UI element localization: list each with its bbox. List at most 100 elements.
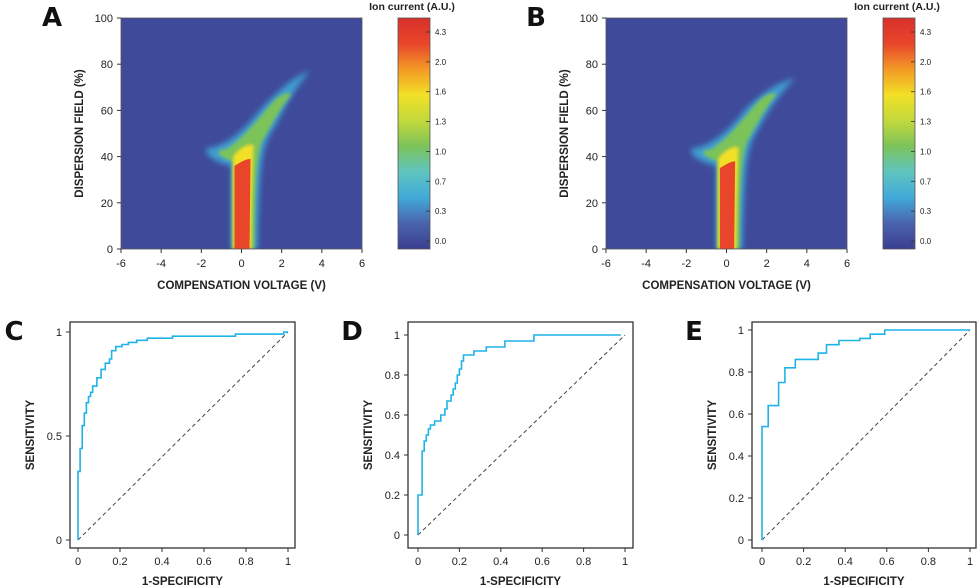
x-tick-label: 0.2 (112, 556, 127, 568)
plot-frame (751, 321, 977, 549)
chance-diagonal (761, 329, 971, 541)
x-tick-label: 0.2 (796, 556, 811, 568)
colorbar (882, 17, 916, 250)
y-tick-label: 0 (107, 244, 113, 256)
colorbar-tick-label: 0.0 (920, 237, 932, 246)
y-tick-label: 1 (394, 330, 400, 342)
x-tick-label: -2 (681, 258, 691, 270)
colorbar-tick-label: 4.3 (435, 28, 447, 37)
panel-letter: D (341, 317, 363, 347)
x-tick-label: 0.6 (535, 556, 550, 568)
roc-curve (761, 329, 970, 540)
y-tick-label: 60 (101, 105, 113, 117)
x-tick-label: 6 (844, 258, 850, 270)
x-tick-label: 2 (279, 258, 285, 270)
x-axis-label: 1-SPECIFICITY (142, 576, 223, 587)
panel-letter: A (42, 3, 62, 33)
panel-letter: E (685, 317, 703, 347)
x-axis-label: COMPENSATION VOLTAGE (V) (157, 280, 326, 292)
colorbar-tick-label: 1.0 (920, 147, 932, 156)
colorbar-tick-label: 4.3 (920, 28, 932, 37)
y-axis-label: SENSITIVITY (363, 400, 375, 471)
colorbar-tick-label: 1.0 (435, 147, 447, 156)
colorbar-tick-label: 0.7 (920, 177, 932, 186)
heatmap-signal (691, 78, 795, 249)
plume-halo (691, 78, 795, 249)
colorbar-tick-label: 1.3 (435, 118, 447, 127)
roc-panel-d: D 0 0.2 0.4 0.6 0.8 1 0 0.2 0.4 0.6 0.8 1 1-SPECIFICI… (341, 317, 634, 587)
x-tick-label: -6 (116, 258, 126, 270)
colorbar-title: Ion current (A.U.) (369, 1, 455, 13)
y-tick-label: 0.2 (729, 493, 744, 505)
roc-curve (77, 331, 288, 540)
x-tick-label: 6 (359, 258, 365, 270)
y-tick-label: 0 (394, 530, 400, 542)
x-tick-label: 0 (75, 556, 81, 568)
colorbar-tick-label: 0.3 (435, 207, 447, 216)
x-tick-label: 0.4 (154, 556, 169, 568)
y-tick-label: 0.8 (385, 370, 400, 382)
colorbar-tick-label: 0.3 (920, 207, 932, 216)
colorbar-tick-label: 2.0 (435, 58, 447, 67)
y-tick-label: 40 (586, 152, 598, 164)
x-tick-label: 0.4 (838, 556, 853, 568)
colorbar-tick-label: 0.0 (435, 237, 447, 246)
colorbar-tick-label: 1.3 (920, 118, 932, 127)
y-tick-label: 20 (101, 198, 113, 210)
x-tick-label: 2 (764, 258, 770, 270)
y-tick-label: 80 (101, 59, 113, 71)
y-tick-label: 0 (592, 244, 598, 256)
core-red (234, 158, 251, 249)
y-tick-label: 0.5 (47, 431, 62, 443)
x-tick-label: 0 (723, 258, 729, 270)
y-tick-label: 0.6 (385, 410, 400, 422)
roc-panel-e: E 0 0.2 0.4 0.6 0.8 1 0 0.2 0.4 0.6 0.8 1 1-SPECIFICI… (685, 317, 977, 587)
x-tick-label: -6 (601, 258, 611, 270)
y-tick-label: 100 (580, 13, 598, 25)
panel-letter: C (4, 317, 23, 347)
heatmap-signal (206, 71, 310, 249)
y-axis-label: SENSITIVITY (25, 400, 37, 471)
y-tick-label: 1 (738, 325, 744, 337)
y-tick-label: 1 (56, 327, 62, 339)
x-tick-label: 1 (285, 556, 291, 568)
colorbar-title: Ion current (A.U.) (854, 1, 940, 13)
x-tick-label: 0.8 (576, 556, 591, 568)
x-tick-label: 0.8 (921, 556, 936, 568)
x-axis-label: COMPENSATION VOLTAGE (V) (642, 280, 811, 292)
x-tick-label: -4 (156, 258, 166, 270)
roc-panel-c: C 0 0.2 0.4 0.6 0.8 1 0 0.5 1 1-SPECIFICITY SENSITI… (4, 317, 296, 587)
x-tick-label: 4 (804, 258, 810, 270)
x-axis-label: 1-SPECIFICITY (480, 576, 561, 587)
y-axis-label: DISPERSION FIELD (%) (74, 69, 86, 198)
x-tick-label: 0.6 (196, 556, 211, 568)
x-tick-label: 0.6 (879, 556, 894, 568)
chance-diagonal (417, 334, 626, 536)
x-tick-label: 1 (967, 556, 973, 568)
roc-curve (417, 334, 621, 535)
y-tick-label: 0 (738, 535, 744, 547)
y-tick-label: 60 (586, 105, 598, 117)
chance-diagonal (77, 331, 289, 541)
colorbar-tick-label: 1.6 (920, 88, 932, 97)
plot-frame (69, 321, 296, 549)
y-tick-label: 0.2 (385, 490, 400, 502)
y-tick-label: 0.8 (729, 367, 744, 379)
x-tick-label: -2 (196, 258, 206, 270)
y-tick-label: 80 (586, 59, 598, 71)
panel-letter: B (526, 3, 546, 33)
plot-frame (407, 321, 634, 549)
x-tick-label: 0.4 (493, 556, 508, 568)
x-tick-label: 1 (622, 556, 628, 568)
x-tick-label: 0 (415, 556, 421, 568)
colorbar (397, 17, 431, 250)
colorbar-tick-label: 2.0 (920, 58, 932, 67)
colorbar-tick-label: 1.6 (435, 88, 447, 97)
x-tick-label: 4 (319, 258, 325, 270)
core-red (719, 161, 736, 249)
x-tick-label: 0.8 (238, 556, 253, 568)
x-tick-label: -4 (641, 258, 651, 270)
